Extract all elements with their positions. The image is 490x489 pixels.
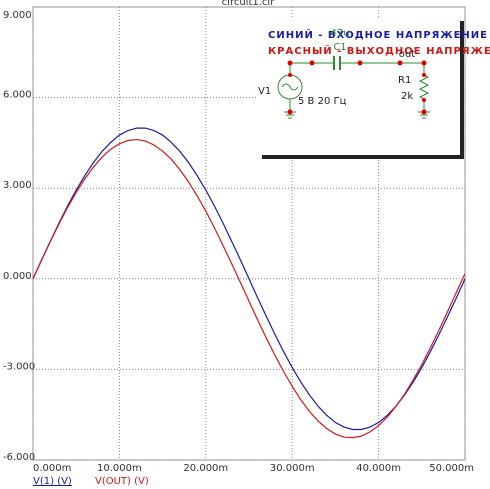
annotation: 2k bbox=[401, 91, 413, 102]
y-tick-label: 9.000 bbox=[3, 10, 32, 21]
annotation: 47u bbox=[330, 28, 349, 39]
x-tick-label: 40.000m bbox=[356, 463, 401, 474]
y-tick-label: 3.000 bbox=[3, 180, 32, 191]
y-tick-label: -6.000 bbox=[3, 452, 35, 463]
y-tick-label: -3.000 bbox=[3, 361, 35, 372]
series-line bbox=[32, 138, 466, 439]
x-tick-label: 10.000m bbox=[97, 463, 142, 474]
legend-entry: V(OUT) (V) bbox=[95, 476, 149, 487]
annotation: V1 bbox=[258, 86, 271, 97]
annotation: СИНИЙ - ВХОДНОЕ НАПРЯЖЕНИЕ bbox=[268, 28, 488, 41]
x-tick-label: 30.000m bbox=[270, 463, 315, 474]
y-tick-label: 6.000 bbox=[3, 90, 32, 101]
schematic-inset: СИНИЙ - ВХОДНОЕ НАПРЯЖЕНИЕ КРАСНЫЙ - ВЫХО… bbox=[258, 17, 490, 159]
legend-entry: V(1) (V) bbox=[33, 476, 72, 487]
annotation: 5 В 20 Гц bbox=[298, 96, 347, 107]
annotation: КРАСНЫЙ - ВЫХОДНОЕ НАПРЯЖЕНИЕ bbox=[268, 44, 490, 57]
x-tick-label: 50.000m bbox=[429, 463, 474, 474]
x-tick-label: 0.000m bbox=[33, 463, 71, 474]
annotation: out bbox=[399, 49, 415, 60]
y-tick-label: 0.000 bbox=[3, 271, 32, 282]
x-tick-label: 20.000m bbox=[183, 463, 228, 474]
chart-title: circuit1.cir bbox=[222, 0, 276, 8]
annotation: C1 bbox=[333, 42, 346, 53]
annotation: R1 bbox=[398, 75, 411, 86]
schematic bbox=[277, 56, 430, 119]
